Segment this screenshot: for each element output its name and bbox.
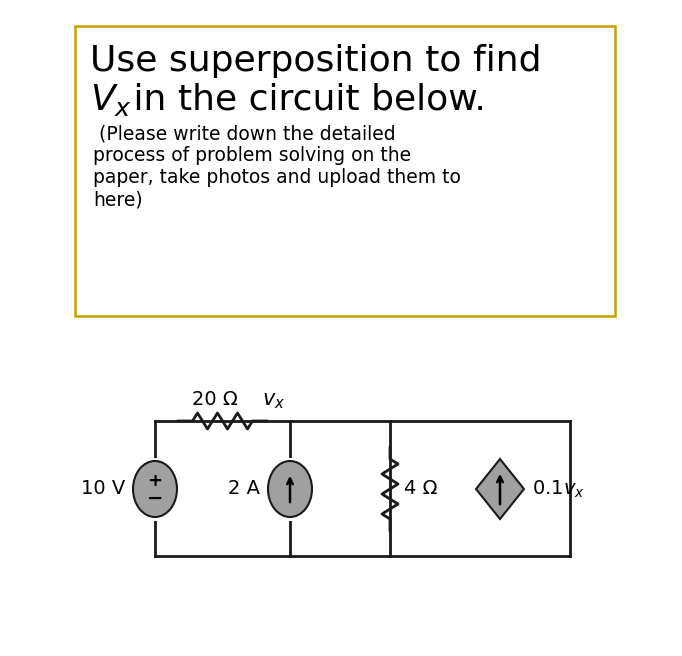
- Text: $0.1v_x$: $0.1v_x$: [532, 478, 584, 500]
- Ellipse shape: [268, 461, 312, 517]
- Text: Use superposition to find: Use superposition to find: [90, 44, 542, 78]
- Text: +: +: [147, 472, 162, 490]
- Text: process of problem solving on the: process of problem solving on the: [93, 146, 411, 165]
- Text: 20 Ω: 20 Ω: [192, 390, 237, 409]
- Ellipse shape: [133, 461, 177, 517]
- Text: (Please write down the detailed: (Please write down the detailed: [93, 124, 396, 143]
- Text: 10 V: 10 V: [80, 480, 125, 499]
- Polygon shape: [476, 459, 524, 519]
- Bar: [75, 26, 615, 316]
- Text: here): here): [93, 190, 143, 209]
- Text: 2 A: 2 A: [228, 480, 260, 499]
- Text: $V_x$: $V_x$: [90, 82, 132, 118]
- Text: in the circuit below.: in the circuit below.: [122, 82, 486, 116]
- Text: −: −: [147, 489, 163, 508]
- Text: paper, take photos and upload them to: paper, take photos and upload them to: [93, 168, 461, 187]
- Text: 4 Ω: 4 Ω: [404, 480, 437, 499]
- Text: $v_x$: $v_x$: [263, 391, 286, 411]
